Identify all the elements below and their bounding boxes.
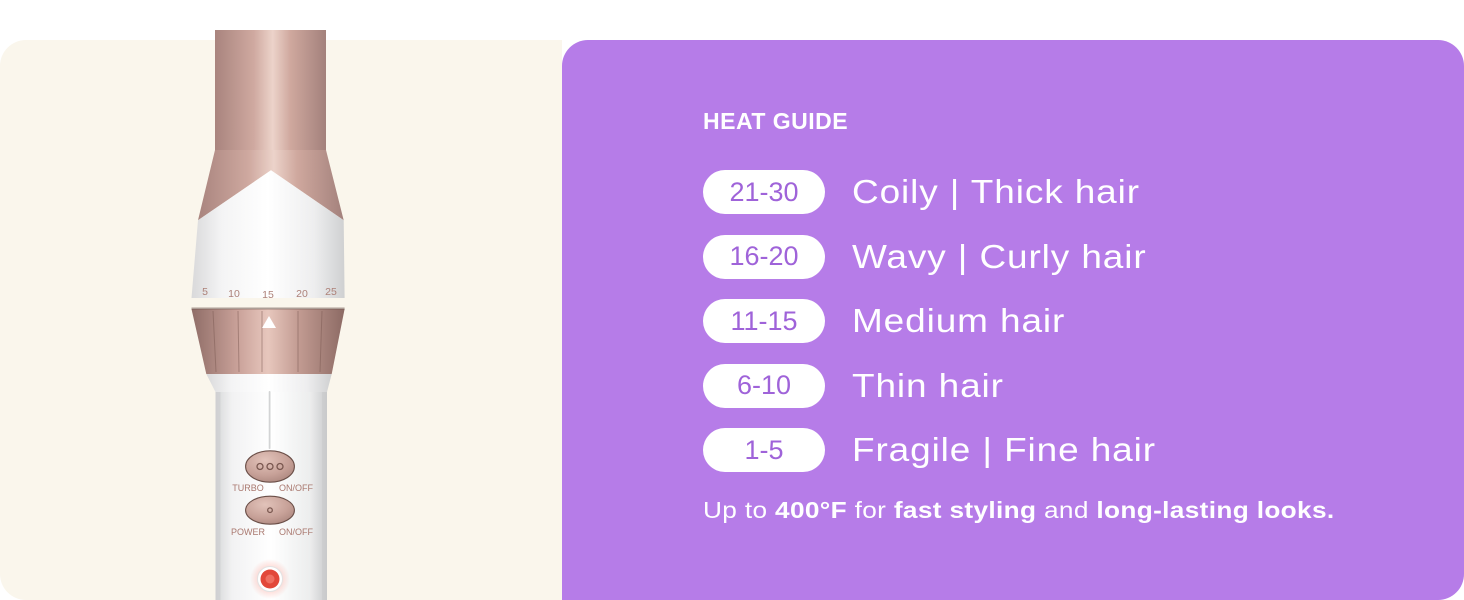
- svg-text:5: 5: [202, 286, 208, 298]
- svg-text:POWER: POWER: [231, 527, 266, 537]
- svg-text:10: 10: [228, 288, 240, 300]
- svg-text:25: 25: [325, 286, 337, 298]
- svg-text:ON/OFF: ON/OFF: [279, 483, 313, 493]
- svg-text:20: 20: [296, 288, 308, 300]
- svg-text:ON/OFF: ON/OFF: [279, 527, 313, 537]
- svg-text:TURBO: TURBO: [232, 483, 264, 493]
- svg-text:15: 15: [262, 289, 274, 301]
